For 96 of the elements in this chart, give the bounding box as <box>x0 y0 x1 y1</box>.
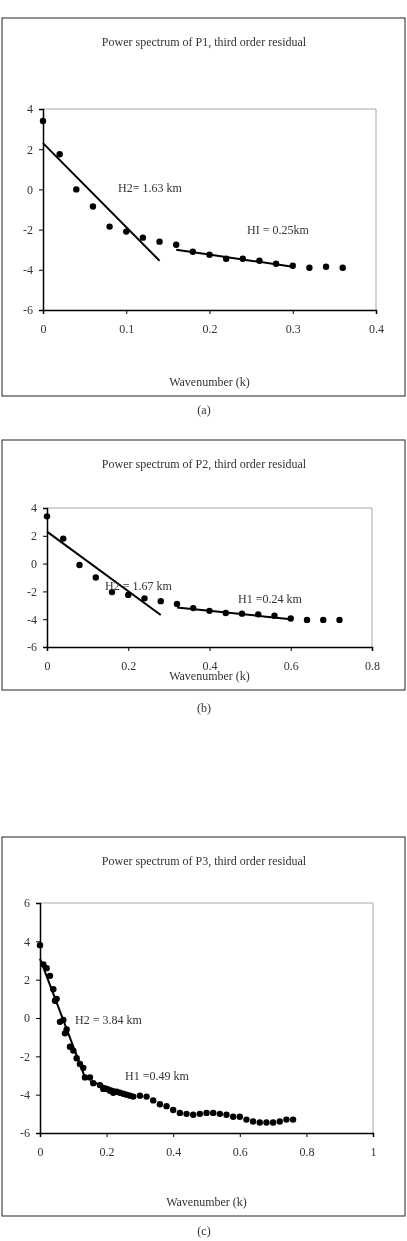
x-tick-label: 0.8 <box>365 658 380 673</box>
y-tick-label: 4 <box>24 934 30 949</box>
y-tick-label: 4 <box>31 501 37 516</box>
y-tick-label: -2 <box>27 584 37 599</box>
annotation: HI = 0.25km <box>247 223 310 238</box>
x-tick-label: 0.6 <box>232 1144 248 1159</box>
point <box>306 264 313 271</box>
point <box>339 264 346 271</box>
annotation: H2= 1.63 km <box>118 181 183 196</box>
point <box>289 1116 297 1123</box>
chart-title: Power spectrum of P3, third order residual <box>101 854 307 868</box>
y-tick-label: 2 <box>31 529 37 544</box>
point <box>157 597 164 605</box>
x-tick-label: 0.2 <box>121 658 137 673</box>
chart-title: Power spectrum of P1, third order residual <box>101 35 307 49</box>
point <box>36 941 44 949</box>
point <box>173 600 181 608</box>
point <box>209 1109 217 1117</box>
point <box>183 1110 190 1118</box>
y-tick-label: -6 <box>27 640 37 655</box>
annotation: H2 = 1.67 km <box>105 579 173 594</box>
point <box>156 1101 164 1108</box>
point <box>303 616 311 624</box>
point <box>86 1074 94 1081</box>
y-tick-label: 0 <box>31 556 37 571</box>
point <box>73 186 80 193</box>
y-tick-label: 0 <box>24 1011 30 1026</box>
x-axis-title: Wavenumber (k) <box>169 375 250 389</box>
y-tick-label: -6 <box>20 1126 30 1141</box>
point <box>320 616 327 624</box>
point <box>276 1118 283 1125</box>
y-tick-label: 6 <box>24 896 30 911</box>
point <box>143 1093 150 1100</box>
point <box>43 964 50 972</box>
point <box>150 1097 157 1104</box>
point <box>223 1111 230 1118</box>
x-tick-label: 0 <box>44 658 51 673</box>
point <box>249 1118 257 1125</box>
point <box>229 1113 237 1120</box>
text: (c) <box>197 1224 211 1238</box>
text: (a) <box>197 403 211 417</box>
point <box>173 241 180 248</box>
point <box>125 591 132 599</box>
annotation: H1 =0.24 km <box>238 592 303 607</box>
x-tick-label: 0.4 <box>166 1144 182 1159</box>
point <box>106 223 113 230</box>
point <box>46 972 54 980</box>
y-tick-label: 0 <box>27 182 33 197</box>
x-tick-label: 0.4 <box>369 321 384 336</box>
x-tick-label: 0.8 <box>299 1144 315 1159</box>
point <box>170 1106 177 1114</box>
point <box>141 595 148 602</box>
point <box>60 535 67 542</box>
y-tick-label: -2 <box>20 1049 30 1064</box>
y-tick-label: 2 <box>24 973 30 988</box>
point <box>139 234 147 241</box>
point <box>336 616 343 624</box>
y-tick-label: -4 <box>20 1088 30 1103</box>
point <box>216 1110 224 1118</box>
y-tick-label: -6 <box>23 303 33 318</box>
x-tick-label: 1 <box>370 1144 377 1159</box>
x-tick-label: 0.3 <box>285 321 301 336</box>
y-tick-label: -4 <box>27 612 37 627</box>
point <box>56 151 63 158</box>
point <box>163 1102 170 1110</box>
point <box>263 1119 270 1126</box>
y-tick-label: -4 <box>23 263 33 278</box>
point <box>243 1116 250 1123</box>
point <box>269 1119 277 1126</box>
point <box>39 117 47 125</box>
x-axis-title: Wavenumber (k) <box>166 1195 247 1209</box>
annotation: H2 = 3.84 km <box>75 1013 143 1028</box>
point <box>92 574 99 581</box>
point <box>89 203 97 210</box>
point <box>136 1092 144 1099</box>
x-tick-label: 0.2 <box>202 321 218 336</box>
annotation: H1 =0.49 km <box>125 1069 190 1084</box>
point <box>236 1113 243 1120</box>
chart-title: Power spectrum of P2, third order residual <box>101 457 307 471</box>
point <box>283 1116 290 1123</box>
point <box>203 1109 210 1117</box>
point <box>156 238 163 245</box>
point <box>189 1111 197 1118</box>
point <box>322 263 330 270</box>
x-tick-label: 0.1 <box>119 321 135 336</box>
point <box>196 1110 204 1118</box>
point <box>76 561 83 569</box>
x-tick-label: 0.6 <box>283 658 299 673</box>
y-tick-label: -2 <box>23 222 33 237</box>
point <box>43 513 51 520</box>
y-tick-label: 4 <box>27 102 33 117</box>
x-tick-label: 0.2 <box>99 1144 115 1159</box>
point <box>256 1119 263 1126</box>
text: (b) <box>197 701 211 715</box>
y-tick-label: 2 <box>27 142 33 157</box>
point <box>176 1109 184 1117</box>
